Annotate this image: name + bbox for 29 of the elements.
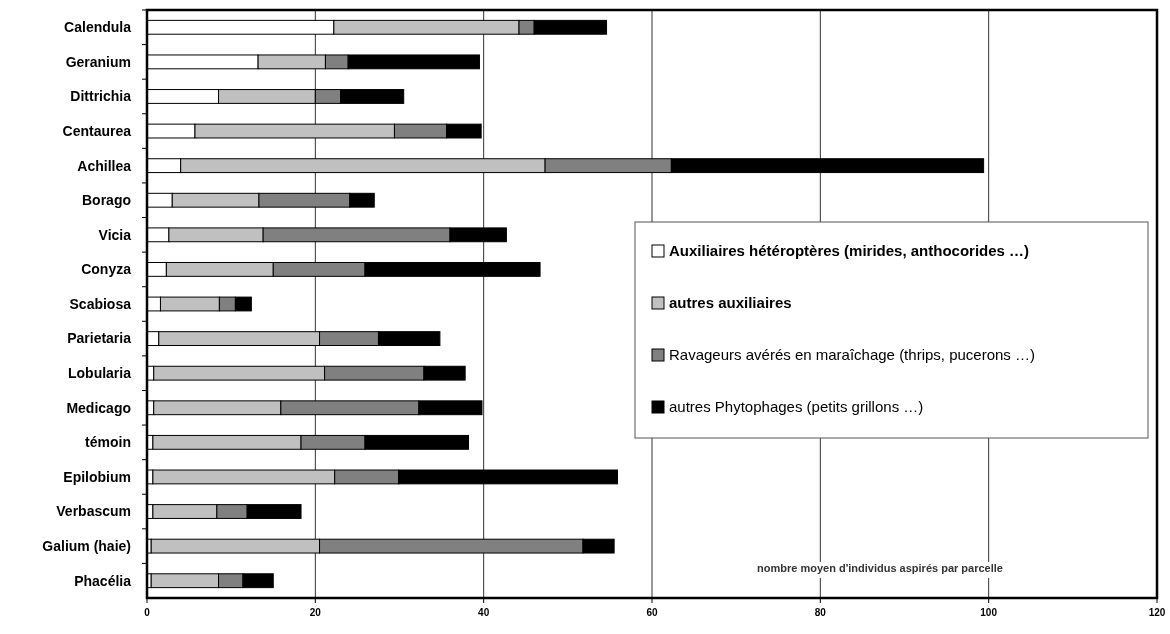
x-tick-label: 40 — [478, 607, 490, 618]
y-tick-label: Lobularia — [67, 365, 132, 382]
y-tick-label: Centaurea — [62, 122, 132, 139]
y-tick-label: Achillea — [77, 157, 132, 174]
x-tick-label: 80 — [814, 607, 827, 618]
y-tick-label: Borago — [82, 192, 131, 209]
y-tick-label: Verbascum — [56, 503, 131, 520]
x-tick-label: 0 — [144, 607, 151, 618]
y-tick-label: Scabiosa — [69, 295, 132, 312]
x-tick-label: 100 — [980, 607, 998, 618]
legend-label: Auxiliaires hétéroptères (mirides, anthocorides …) — [669, 242, 1030, 260]
y-tick-label: Geranium — [65, 53, 131, 70]
y-tick-label: Epilobium — [63, 468, 131, 485]
legend-label: Ravageurs avérés en maraîchage (thrips, pucerons …) — [669, 346, 1036, 364]
legend-label: autres auxiliaires — [669, 294, 792, 312]
x-tick-label: 20 — [309, 607, 322, 618]
x-tick-label: 120 — [1148, 607, 1166, 618]
y-tick-label: Conyza — [81, 261, 132, 278]
x-axis-title: nombre moyen d'individus aspirés par parcelle — [757, 562, 1003, 574]
y-tick-label: Dittrichia — [70, 88, 132, 105]
y-tick-label: Vicia — [98, 226, 132, 243]
y-tick-label: Galium (haie) — [42, 538, 131, 555]
x-tick-label: 60 — [646, 607, 658, 618]
y-tick-label: témoin — [85, 434, 131, 451]
y-tick-label: Phacélia — [74, 572, 132, 589]
y-tick-label: Medicago — [66, 399, 131, 416]
y-tick-label: Calendula — [64, 19, 132, 36]
y-tick-label: Parietaria — [67, 330, 132, 347]
legend-label: autres Phytophages (petits grillons …) — [669, 398, 924, 416]
